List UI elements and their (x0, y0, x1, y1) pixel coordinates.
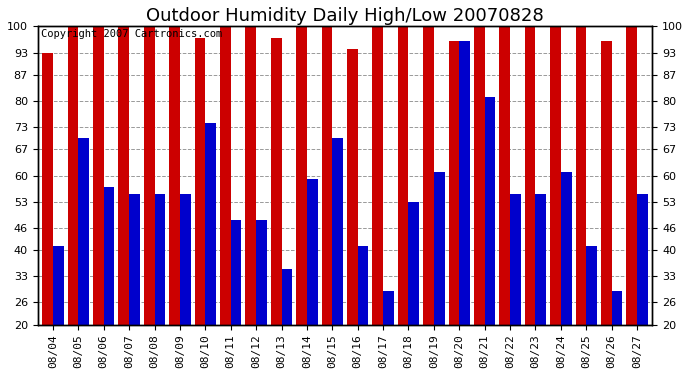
Bar (53, 246, 63, 325)
Bar (550, 27, 561, 325)
Title: Outdoor Humidity Daily High/Low 20070828: Outdoor Humidity Daily High/Low 20070828 (146, 7, 544, 25)
Bar (144, 27, 155, 325)
Bar (612, 291, 622, 325)
Bar (373, 27, 383, 325)
Bar (586, 246, 597, 325)
Bar (434, 172, 444, 325)
Bar (169, 27, 180, 325)
Bar (448, 41, 460, 325)
Bar (525, 27, 535, 325)
Bar (601, 41, 612, 325)
Bar (561, 172, 571, 325)
Bar (68, 27, 78, 325)
Bar (271, 38, 282, 325)
Bar (398, 27, 408, 325)
Bar (42, 53, 53, 325)
Text: Copyright 2007 Cartronics.com: Copyright 2007 Cartronics.com (41, 30, 222, 39)
Bar (627, 27, 637, 325)
Bar (93, 27, 104, 325)
Bar (333, 138, 343, 325)
Bar (296, 27, 307, 325)
Bar (460, 41, 470, 325)
Bar (282, 269, 292, 325)
Bar (256, 220, 267, 325)
Bar (220, 27, 230, 325)
Bar (423, 27, 434, 325)
Bar (510, 194, 521, 325)
Bar (637, 194, 648, 325)
Bar (307, 179, 317, 325)
Bar (246, 27, 256, 325)
Bar (119, 27, 129, 325)
Bar (78, 138, 89, 325)
Bar (129, 194, 140, 325)
Bar (535, 194, 546, 325)
Bar (180, 194, 190, 325)
Bar (206, 123, 216, 325)
Bar (322, 27, 333, 325)
Bar (347, 49, 357, 325)
Bar (357, 246, 368, 325)
Bar (575, 27, 586, 325)
Bar (230, 220, 241, 325)
Bar (195, 38, 206, 325)
Bar (484, 97, 495, 325)
Bar (383, 291, 394, 325)
Bar (500, 27, 510, 325)
Bar (408, 202, 419, 325)
Bar (155, 194, 165, 325)
Bar (104, 187, 115, 325)
Bar (474, 27, 484, 325)
